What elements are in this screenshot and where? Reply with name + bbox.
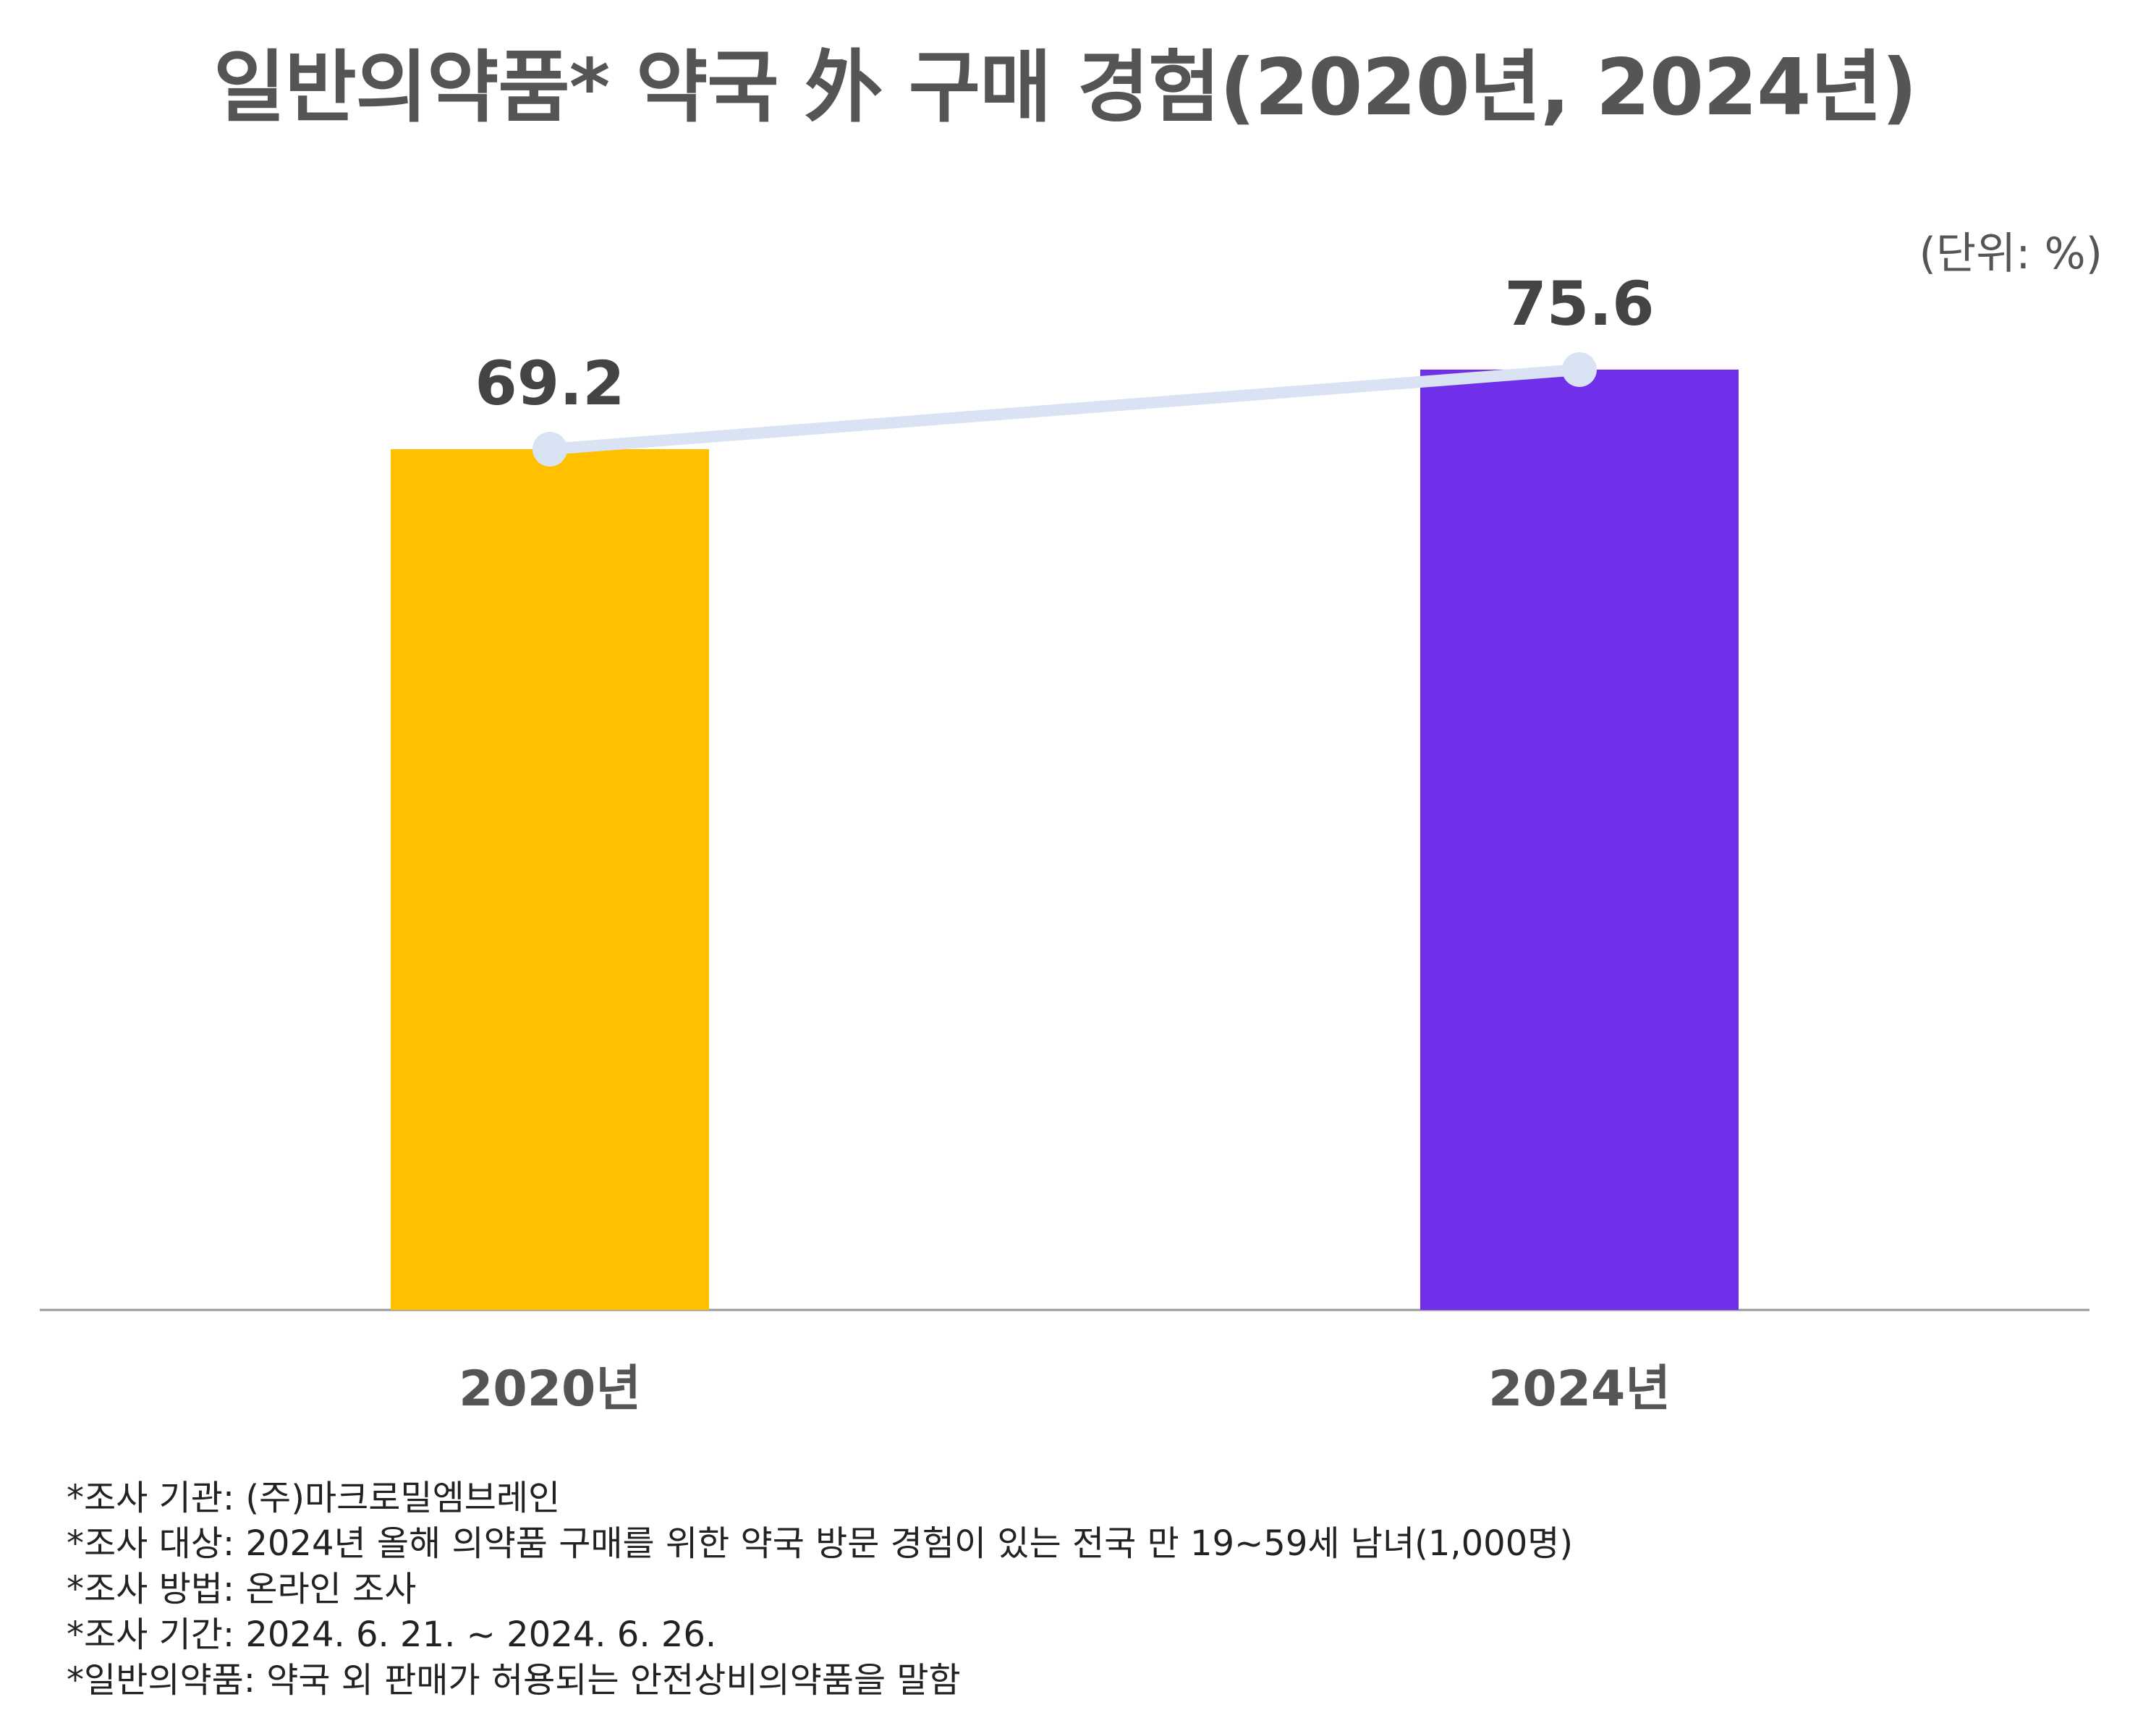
- bar-0: [391, 449, 709, 1310]
- unit-label: (단위: %): [1919, 229, 2103, 279]
- note-definition: *일반의약품: 약국 외 판매가 허용되는 안전상비의약품을 말함: [67, 1660, 961, 1701]
- note-survey-period: *조사 기간: 2024. 6. 21. ~ 2024. 6. 26.: [67, 1614, 717, 1655]
- trend-line: [544, 363, 1585, 455]
- note-survey-method: *조사 방법: 온라인 조사: [67, 1569, 417, 1609]
- value-label-1: 75.6: [1504, 268, 1654, 339]
- footnotes: *조사 기관: (주)마크로밀엠브레인 *조사 대상: 2024년 올해 의약품…: [67, 1476, 1573, 1703]
- note-survey-agency: *조사 기관: (주)마크로밀엠브레인: [67, 1478, 561, 1518]
- category-label-1: 2024년: [1488, 1361, 1671, 1418]
- note-survey-target: *조사 대상: 2024년 올해 의약품 구매를 위한 약국 방문 경험이 있는…: [67, 1523, 1574, 1564]
- bar-1: [1420, 369, 1739, 1311]
- value-label-0: 69.2: [475, 348, 624, 419]
- category-label-0: 2020년: [459, 1361, 641, 1418]
- chart-title: 일반의약품* 약국 外 구매 경험(2020년, 2024년): [213, 43, 1917, 133]
- trend-marker-1: [1562, 352, 1597, 387]
- trend-marker-0: [532, 432, 567, 467]
